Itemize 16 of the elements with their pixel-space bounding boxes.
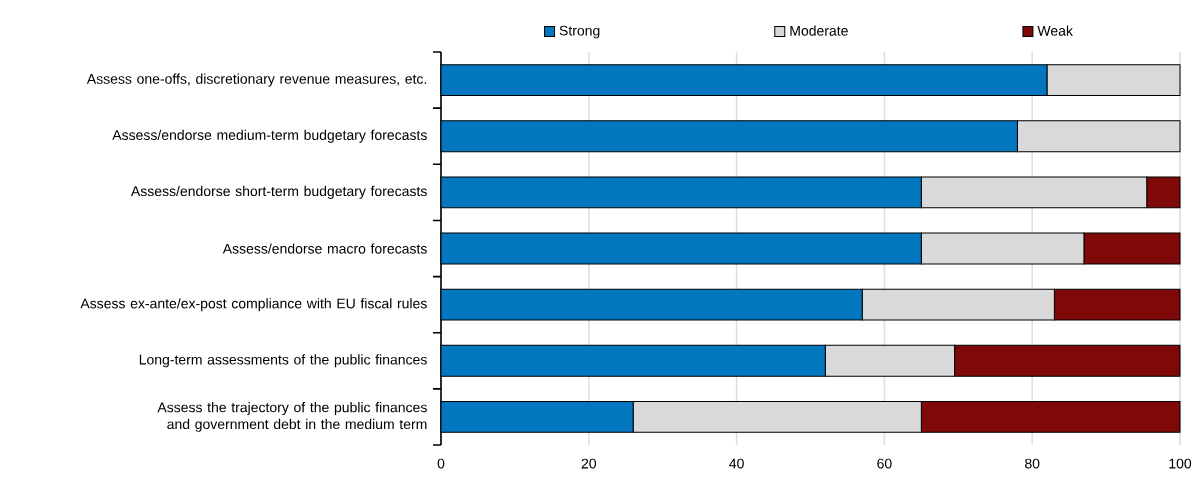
y-tick-label: Long-term assessments of the public finances bbox=[139, 354, 427, 368]
y-tick-label: Assess the trajectory of the public finances and government debt in the medium term bbox=[157, 402, 427, 432]
y-tick-label: Assess ex-ante/ex-post compliance with EU fiscal rules bbox=[80, 298, 427, 312]
y-tick-label: Assess/endorse macro forecasts bbox=[222, 243, 427, 254]
legend-label: Strong bbox=[559, 25, 600, 39]
y-tick-label: Assess one-offs, discretionary revenue measures, etc. bbox=[86, 73, 427, 87]
x-tick-label: 20 bbox=[581, 458, 597, 469]
x-tick-label: 0 bbox=[437, 458, 445, 469]
x-tick-label: 40 bbox=[729, 458, 744, 469]
x-tick-label: 100 bbox=[1169, 458, 1192, 469]
x-tick-label: 80 bbox=[1025, 458, 1040, 469]
y-tick-label: Assess/endorse short-term budgetary forecasts bbox=[130, 185, 427, 199]
legend-label: Moderate bbox=[790, 25, 848, 36]
y-tick-label: Assess/endorse medium-term budgetary forecasts bbox=[112, 129, 427, 143]
x-tick-label: 60 bbox=[877, 458, 892, 469]
legend-label: Weak bbox=[1037, 25, 1073, 36]
